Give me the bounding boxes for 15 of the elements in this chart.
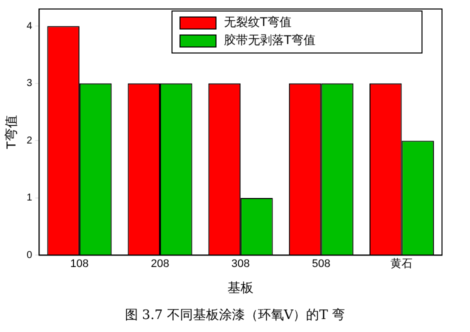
x-tick-label: 308 bbox=[231, 258, 250, 270]
y-tick-label: 4 bbox=[26, 20, 33, 32]
legend-label: 无裂纹T弯值 bbox=[224, 15, 292, 30]
x-tick-label: 黄石 bbox=[390, 256, 413, 270]
y-axis-title: T弯值 bbox=[3, 115, 18, 150]
legend-label: 胶带无剥落T弯值 bbox=[224, 33, 316, 48]
x-tick-label: 108 bbox=[70, 258, 89, 270]
y-tick-label: 3 bbox=[26, 78, 33, 90]
text: 图 3.7 不同基板涂漆（环氧V）的T 弯 bbox=[124, 307, 346, 324]
y-tick-label: 2 bbox=[26, 135, 33, 146]
y-tick-label: 0 bbox=[26, 250, 33, 261]
x-axis-title: 基板 bbox=[228, 280, 254, 295]
y-tick-label: 1 bbox=[26, 192, 33, 204]
x-tick-label: 208 bbox=[150, 258, 170, 270]
x-tick-label: 508 bbox=[312, 258, 330, 270]
